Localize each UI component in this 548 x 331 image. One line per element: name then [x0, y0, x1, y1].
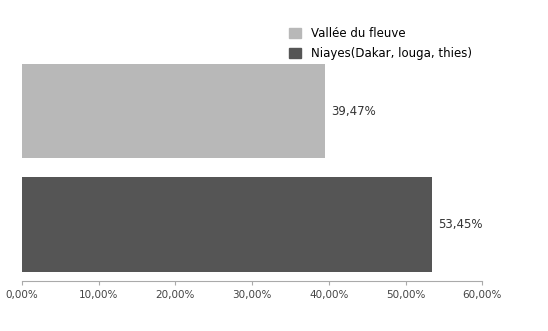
Text: 53,45%: 53,45% — [438, 218, 483, 231]
Legend: Vallée du fleuve, Niayes(Dakar, louga, thies): Vallée du fleuve, Niayes(Dakar, louga, t… — [284, 23, 476, 65]
Text: 39,47%: 39,47% — [331, 105, 375, 118]
Bar — [22, 177, 432, 272]
Bar — [22, 64, 325, 159]
